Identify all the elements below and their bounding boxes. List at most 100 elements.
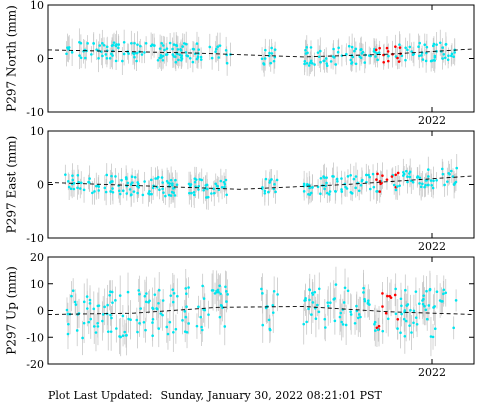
data-point — [225, 193, 228, 197]
data-point — [124, 176, 128, 179]
data-point — [418, 181, 421, 185]
data-point — [75, 329, 79, 332]
data-point — [427, 168, 430, 171]
data-point — [171, 53, 175, 56]
data-point — [376, 58, 379, 62]
data-point — [376, 328, 380, 332]
data-point — [442, 288, 446, 292]
data-point — [82, 300, 86, 304]
data-point — [305, 62, 309, 65]
data-point — [367, 173, 370, 177]
data-point — [302, 182, 306, 186]
recent-point — [384, 311, 388, 315]
panel-0-plot-area — [48, 28, 474, 77]
y-tick-label: 10 — [30, 125, 44, 138]
data-point — [443, 183, 446, 187]
data-point — [311, 291, 314, 295]
data-point — [359, 48, 362, 52]
data-point — [151, 317, 155, 321]
data-point — [202, 308, 205, 311]
data-point — [408, 175, 412, 179]
data-point — [154, 177, 157, 180]
data-point — [263, 48, 267, 52]
data-point — [357, 313, 361, 316]
data-point — [412, 321, 415, 325]
data-point — [366, 301, 370, 305]
y-tick-label: 20 — [30, 251, 44, 264]
data-point — [137, 182, 140, 186]
data-point — [392, 183, 396, 187]
data-point — [452, 326, 455, 330]
data-point — [337, 46, 340, 50]
data-point — [345, 187, 349, 190]
data-point — [447, 172, 450, 175]
recent-point — [386, 294, 389, 298]
data-point — [263, 57, 267, 60]
data-point — [309, 59, 313, 63]
data-point — [408, 45, 412, 49]
data-point — [267, 318, 271, 322]
data-point — [66, 312, 70, 316]
data-point — [112, 41, 116, 44]
data-point — [261, 292, 264, 295]
data-point — [140, 53, 144, 56]
data-point — [308, 288, 311, 291]
data-point — [395, 185, 399, 188]
data-point — [446, 180, 449, 183]
data-point — [305, 46, 309, 49]
data-point — [362, 286, 365, 290]
data-point — [192, 193, 196, 197]
data-point — [332, 298, 336, 301]
data-point — [193, 177, 197, 180]
data-point — [97, 56, 100, 60]
data-point — [424, 59, 428, 63]
data-point — [422, 294, 425, 297]
data-point — [309, 191, 313, 195]
data-point — [182, 42, 186, 45]
data-point — [118, 294, 122, 297]
data-point — [161, 54, 165, 58]
data-point — [408, 170, 412, 174]
data-point — [371, 172, 375, 176]
data-point — [151, 307, 155, 311]
data-point — [425, 45, 429, 49]
data-point — [202, 297, 206, 300]
data-point — [187, 286, 190, 289]
data-point — [273, 55, 277, 59]
data-point — [273, 182, 276, 186]
recent-point — [381, 305, 384, 308]
data-point — [340, 188, 343, 191]
plot-updated-label: Plot Last Updated: — [48, 389, 153, 402]
data-point — [185, 54, 188, 57]
data-point — [423, 185, 426, 189]
data-point — [271, 304, 275, 307]
data-point — [264, 177, 268, 181]
data-point — [224, 285, 227, 289]
data-point — [92, 41, 95, 45]
data-point — [69, 187, 73, 191]
data-point — [268, 51, 271, 55]
data-point — [143, 294, 147, 298]
data-point — [453, 181, 457, 185]
data-point — [336, 50, 340, 54]
data-point — [96, 325, 100, 328]
data-point — [303, 62, 306, 66]
data-point — [271, 311, 275, 314]
data-point — [82, 188, 86, 192]
data-point — [181, 45, 185, 48]
plot-updated-value: Sunday, January 30, 2022 08:21:01 PST — [160, 389, 382, 402]
data-point — [188, 56, 192, 60]
data-point — [210, 192, 213, 195]
data-point — [148, 299, 151, 303]
data-point — [185, 305, 188, 309]
recent-point — [386, 50, 390, 53]
panel-0: -10 0 10 2022 P297 North (mm) — [5, 0, 475, 127]
data-point — [421, 302, 425, 306]
data-point — [432, 179, 435, 182]
data-point — [202, 188, 205, 192]
data-point — [359, 315, 362, 319]
data-point — [70, 294, 73, 298]
data-point — [350, 62, 353, 65]
y-tick-label: -10 — [26, 232, 44, 245]
data-point — [303, 59, 307, 63]
